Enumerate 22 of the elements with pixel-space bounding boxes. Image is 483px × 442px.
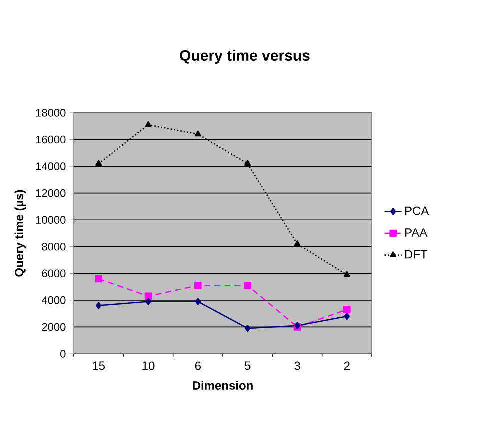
x-tick-label: 15: [93, 362, 105, 370]
x-axis-title: Dimension: [193, 381, 253, 390]
y-tick-label: 16000: [36, 136, 66, 144]
x-tick-label: 2: [344, 362, 350, 370]
x-tick-label: 6: [195, 362, 201, 370]
x-tick-label: 5: [244, 362, 251, 370]
legend-label: PCA: [405, 206, 430, 216]
y-tick-label: 0: [60, 350, 66, 358]
y-tick-label: 6000: [42, 270, 66, 278]
legend-label: PAA: [405, 228, 428, 237]
y-tick-label: 10000: [36, 216, 66, 224]
y-tick-label: 2000: [42, 323, 66, 332]
x-tick-label: 3: [294, 362, 300, 370]
y-tick-label: 18000: [36, 109, 66, 117]
y-tick-label: 4000: [42, 296, 66, 304]
legend-label: DFT: [405, 250, 428, 259]
y-axis-title: Query time (µs): [14, 190, 26, 277]
x-tick-label: 10: [142, 362, 155, 370]
chart-title: Query time versus: [180, 50, 310, 64]
y-tick-label: 14000: [36, 162, 66, 170]
y-tick-label: 8000: [42, 242, 66, 251]
y-tick-label: 12000: [36, 189, 66, 198]
